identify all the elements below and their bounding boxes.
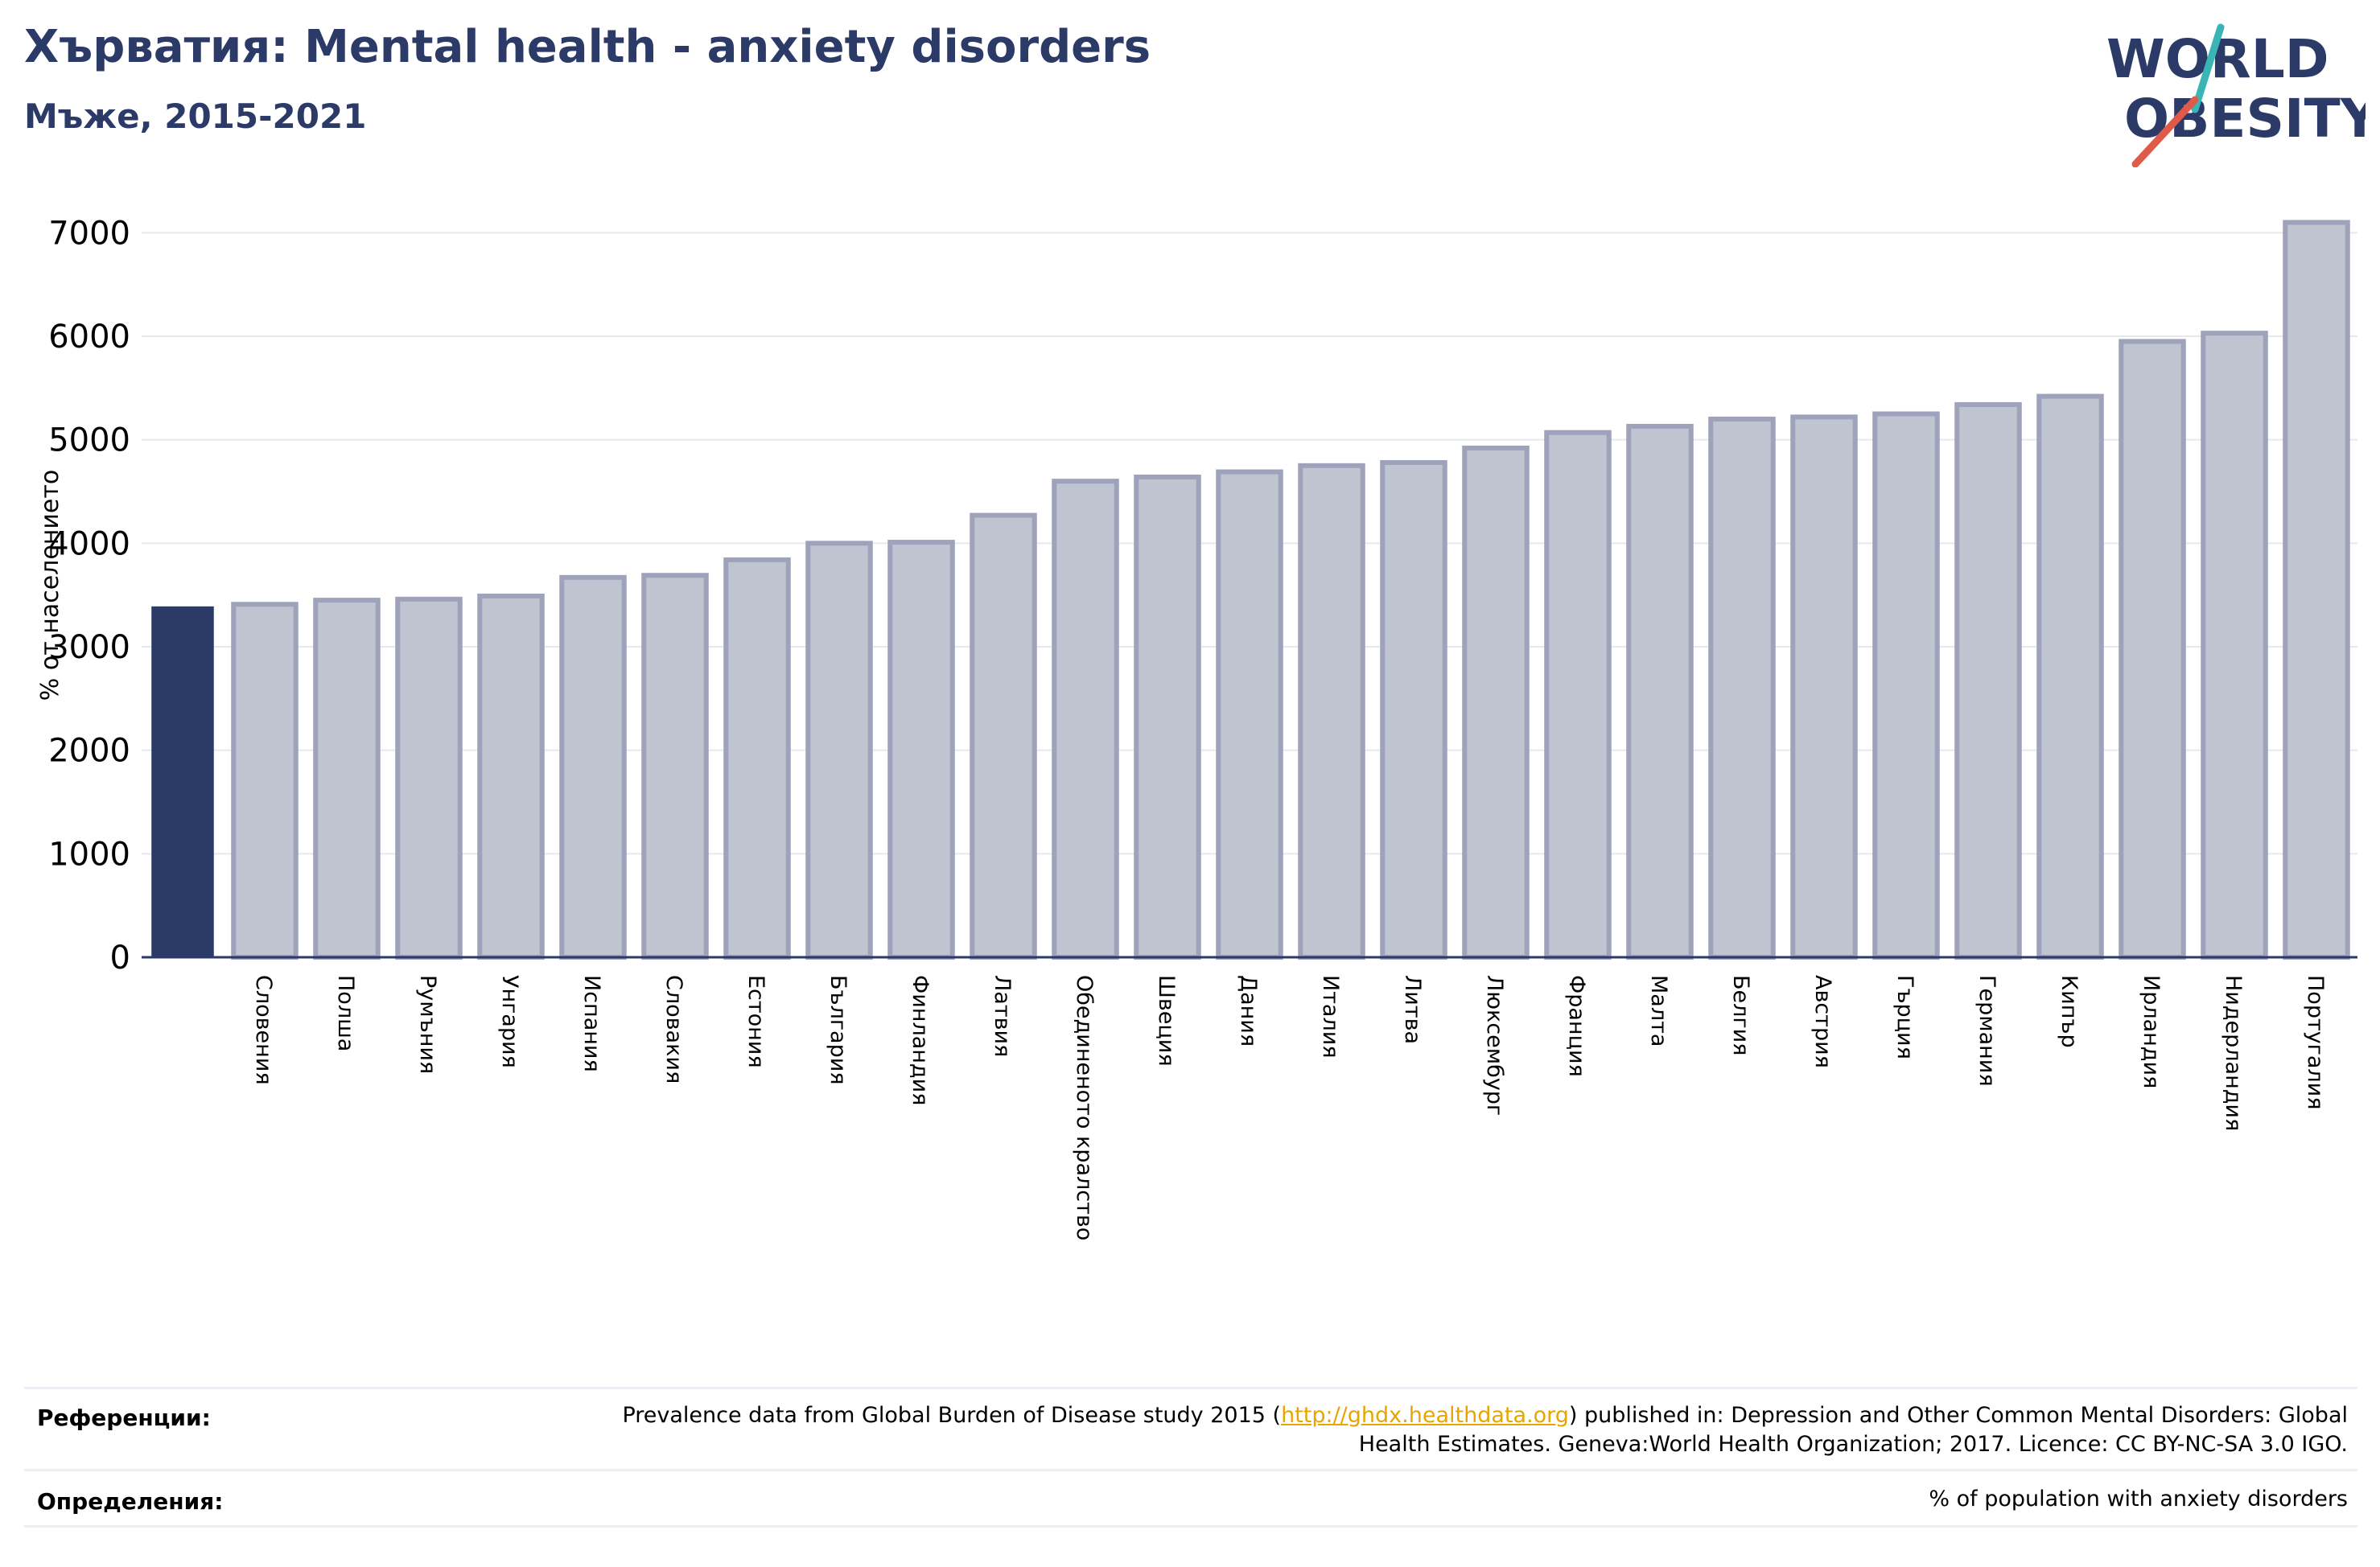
- x-tick-label-2: Полша: [333, 975, 358, 1051]
- world-obesity-logo: WORLD OBESITY: [2106, 23, 2366, 167]
- x-tick-label-14: Италия: [1318, 975, 1343, 1059]
- bar-16: [1462, 445, 1530, 960]
- references-text-pre: Prevalence data from Global Burden of Di…: [622, 1403, 1282, 1428]
- footer-divider-top: [24, 1387, 2357, 1389]
- x-tick-label-23: Кипър: [2057, 975, 2081, 1048]
- x-tick-label-18: Малта: [1646, 975, 1671, 1047]
- x-tick-label-25: Нидерландия: [2221, 975, 2246, 1131]
- x-tick-label-6: Словакия: [661, 975, 686, 1084]
- bar-3: [395, 596, 463, 960]
- references-link[interactable]: http://ghdx.healthdata.org: [1281, 1403, 1569, 1428]
- x-tick-label-9: Финландия: [908, 975, 933, 1105]
- x-tick-label-19: Белгия: [1728, 975, 1753, 1055]
- x-tick-label-12: Швеция: [1154, 975, 1179, 1067]
- x-tick-label-3: Румъния: [415, 975, 440, 1074]
- bar-14: [1298, 463, 1365, 960]
- bar-26: [2283, 220, 2350, 960]
- x-tick-label-15: Литва: [1400, 975, 1425, 1044]
- bar-2: [313, 598, 381, 960]
- bar-chart: 0 1000 2000 3000 4000 5000 6000 7000 Словения По…: [36, 215, 2357, 1240]
- logo-slash-red: [2131, 96, 2199, 167]
- x-tick-label-11: Обединеното кралство: [1072, 975, 1097, 1240]
- y-tick-label-5: 5000: [48, 422, 130, 459]
- x-tick-label-20: Австрия: [1810, 975, 1835, 1068]
- x-tick-label-24: Ирландия: [2139, 975, 2164, 1088]
- definitions-text: % of population with anxiety disorders: [1929, 1487, 2348, 1511]
- footer-divider-bottom: [24, 1525, 2357, 1528]
- bar-19: [1708, 416, 1776, 960]
- bar-18: [1626, 423, 1694, 960]
- references-text-post: ) published in: Depression and Other Com…: [1358, 1403, 2348, 1457]
- bar-6: [641, 573, 709, 960]
- chart-subtitle: Мъже, 2015-2021: [24, 97, 367, 136]
- chart-title: Хърватия: Mental health - anxiety disord…: [24, 21, 1151, 73]
- x-tick-label-1: Словения: [251, 975, 276, 1085]
- y-tick-label-1: 1000: [48, 836, 130, 873]
- y-tick-label-0: 0: [110, 940, 130, 977]
- y-tick-label-4: 4000: [48, 525, 130, 562]
- x-axis-labels: Словения Полша Румъния Унгария Испания Словак…: [251, 975, 2328, 1240]
- bar-7: [723, 557, 791, 960]
- x-tick-label-21: Гърция: [1892, 975, 1917, 1059]
- bar-12: [1134, 474, 1201, 960]
- x-tick-label-8: България: [826, 975, 850, 1085]
- bar-25: [2201, 331, 2268, 960]
- x-tick-label-4: Унгария: [497, 975, 522, 1068]
- bar-1: [231, 602, 299, 960]
- y-tick-label-7: 7000: [48, 215, 130, 252]
- x-tick-label-22: Германия: [1974, 975, 1999, 1087]
- bar-22: [1954, 401, 2022, 960]
- y-axis-ticks: 0 1000 2000 3000 4000 5000 6000 7000: [48, 215, 130, 977]
- bar-10: [970, 512, 1037, 960]
- bar-0: [151, 606, 214, 957]
- bar-17: [1544, 430, 1612, 960]
- bar-5: [559, 574, 627, 960]
- x-tick-label-13: Дания: [1236, 975, 1261, 1047]
- x-tick-label-10: Латвия: [990, 975, 1015, 1057]
- bars: [151, 220, 2350, 960]
- y-tick-label-2: 2000: [48, 733, 130, 770]
- definitions-label: Определения:: [37, 1488, 224, 1515]
- bar-13: [1216, 469, 1283, 960]
- y-tick-label-3: 3000: [48, 629, 130, 666]
- x-tick-label-5: Испания: [579, 975, 604, 1072]
- y-tick-label-6: 6000: [48, 319, 130, 356]
- bar-21: [1872, 411, 1940, 960]
- logo-slash-teal: [2191, 23, 2225, 113]
- bar-11: [1052, 479, 1119, 960]
- x-tick-label-16: Люксембург: [1482, 975, 1507, 1116]
- bar-8: [805, 541, 873, 960]
- footer-divider-middle: [24, 1469, 2357, 1471]
- bar-9: [887, 540, 955, 960]
- bar-15: [1380, 459, 1447, 960]
- bar-20: [1790, 414, 1858, 960]
- bar-4: [477, 593, 545, 960]
- references-text: Prevalence data from Global Burden of Di…: [578, 1401, 2348, 1459]
- references-label: Референции:: [37, 1405, 211, 1431]
- logo-obesity-text: OBESITY: [2124, 88, 2366, 150]
- x-tick-label-7: Естония: [743, 975, 768, 1068]
- x-tick-label-26: Португалия: [2303, 975, 2328, 1109]
- bar-23: [2036, 393, 2104, 960]
- x-tick-label-17: Франция: [1564, 975, 1589, 1077]
- y-axis-label: % от населението: [36, 470, 64, 701]
- bar-24: [2119, 339, 2186, 960]
